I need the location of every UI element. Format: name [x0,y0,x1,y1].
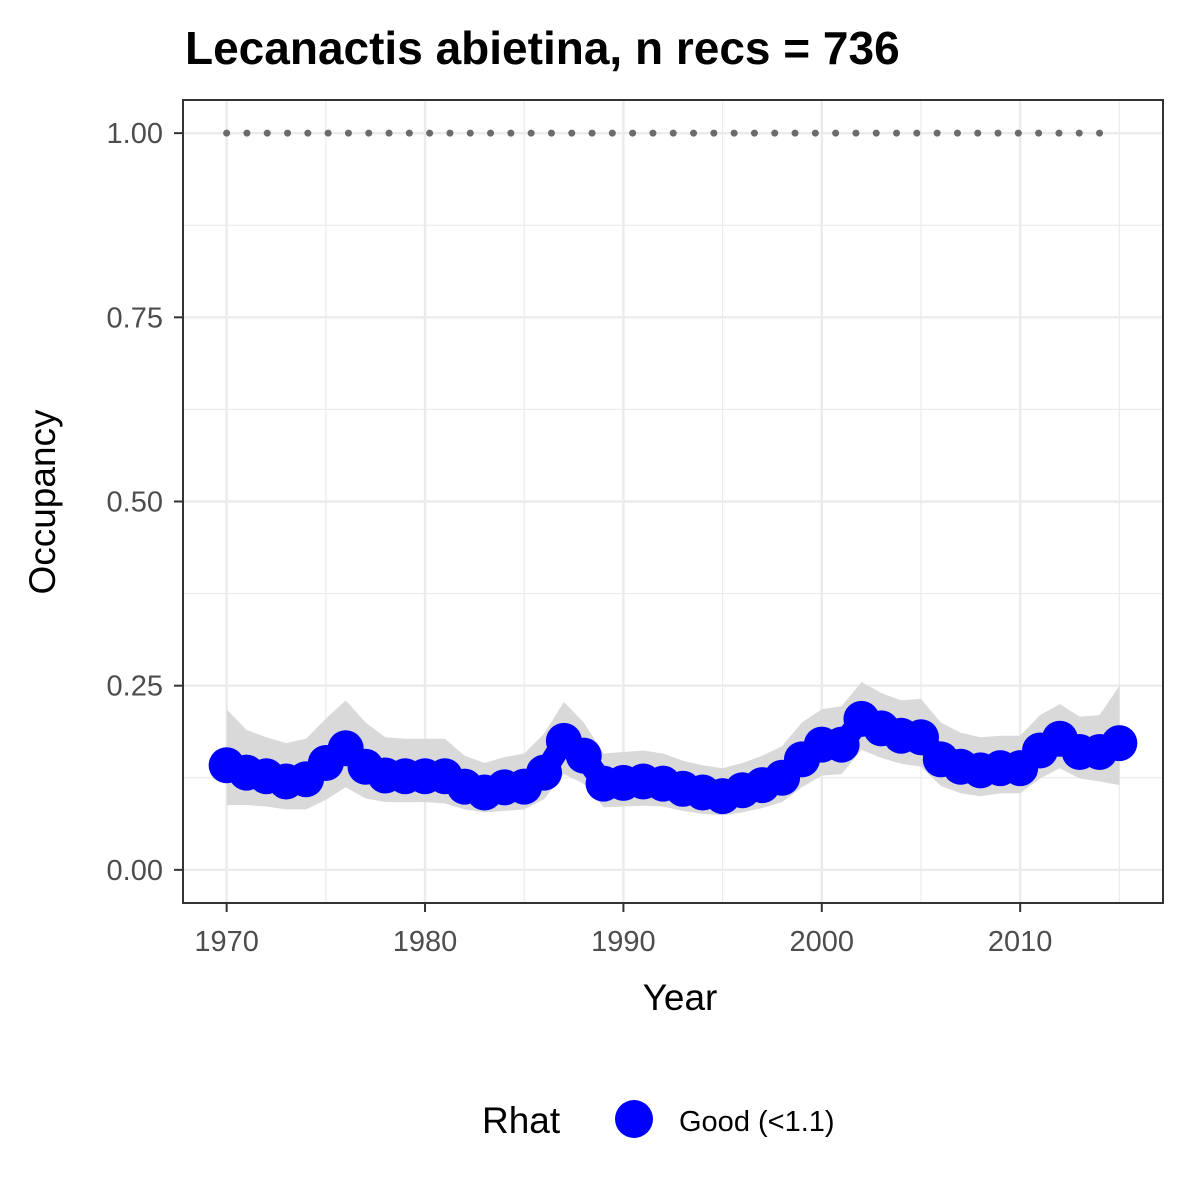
occupancy-point [823,726,860,763]
occupancy-point [565,737,602,774]
y-axis-title: Occupancy [22,409,63,595]
x-tick-label: 1990 [591,926,656,958]
y-tick-label: 0.75 [107,302,163,334]
legend: Rhat Good (<1.1) [482,1100,835,1141]
points-layer [208,700,1138,815]
chart-title: Lecanactis abietina, n recs = 736 [185,22,900,74]
x-tick-label: 2010 [988,926,1053,958]
legend-title: Rhat [482,1100,561,1141]
x-tick-label: 1980 [393,926,458,958]
x-tick-label: 2000 [790,926,855,958]
occupancy-point [1101,725,1138,762]
occupancy-point [526,754,563,791]
y-tick-label: 1.00 [107,118,163,150]
y-tick-label: 0.25 [107,671,163,703]
x-tick-label: 1970 [194,926,259,958]
x-axis-title: Year [643,977,718,1018]
legend-label-good: Good (<1.1) [679,1106,835,1138]
y-tick-label: 0.50 [107,487,163,519]
y-tick-label: 0.00 [107,855,163,887]
legend-key-good [615,1100,653,1138]
axes-layer: 1970 1980 1990 2000 2010 0.00 0.25 0.50 0.75 1.00 [107,118,1053,958]
